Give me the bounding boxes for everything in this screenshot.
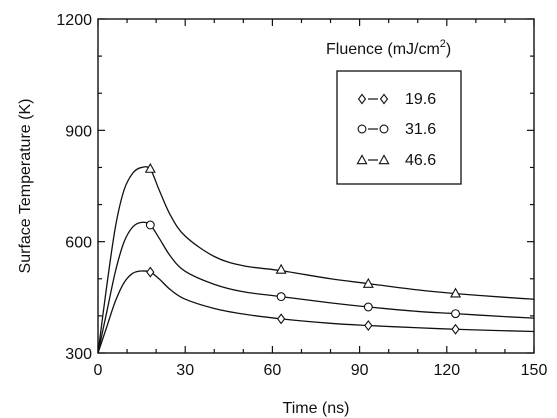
series-marker-circle xyxy=(145,220,155,230)
legend: 19.6 31.6 46.6 xyxy=(356,91,436,169)
series-marker-triangle xyxy=(275,263,287,274)
x-tick-label: 60 xyxy=(264,362,282,379)
legend-marker-diamond xyxy=(379,93,389,105)
legend-label: 46.6 xyxy=(405,152,436,169)
series-marker-triangle xyxy=(144,162,156,173)
series-marker-circle xyxy=(363,302,373,312)
x-axis-label: Time (ns) xyxy=(283,400,350,417)
x-tick-label: 0 xyxy=(94,362,103,379)
legend-marker-diamond xyxy=(357,93,367,105)
x-tick-label: 90 xyxy=(351,362,369,379)
series-marker-triangle xyxy=(449,287,462,298)
legend-title-superscript: 2 xyxy=(440,38,446,50)
legend-box xyxy=(336,70,462,185)
series-marker-diamond xyxy=(451,323,460,335)
legend-label: 31.6 xyxy=(405,121,436,138)
x-tick-label: 120 xyxy=(433,362,460,379)
y-axis-label: Surface Temperature (K) xyxy=(17,99,34,274)
legend-title-main: Fluence (mJ/cm xyxy=(326,41,440,58)
series-marker-triangle xyxy=(362,277,374,288)
legend-marker-triangle xyxy=(356,154,368,165)
x-tick-label: 150 xyxy=(521,362,548,379)
legend-marker-triangle xyxy=(378,154,390,165)
legend-title-close: ) xyxy=(446,41,451,58)
tick-marks: 0 30 60 90 120 150 300 600 900 1200 xyxy=(56,12,547,379)
series-curve-31.6 xyxy=(97,221,535,354)
y-tick-label: 1200 xyxy=(56,12,92,29)
series-marker-circle xyxy=(451,309,460,319)
plot-frame xyxy=(97,18,535,354)
series-marker-diamond xyxy=(276,313,286,325)
series-marker-diamond xyxy=(146,266,155,278)
legend-marker-circle xyxy=(357,124,367,134)
legend-label: 19.6 xyxy=(405,91,436,108)
legend-title: Fluence (mJ/cm2) xyxy=(326,38,451,58)
series-marker-diamond xyxy=(364,320,373,332)
axes xyxy=(97,18,535,354)
y-tick-label: 900 xyxy=(65,123,92,140)
x-tick-label: 30 xyxy=(176,362,194,379)
series-marker-circle xyxy=(276,292,286,302)
markers xyxy=(144,162,462,335)
series-curve-19.6 xyxy=(97,270,535,354)
curves xyxy=(97,166,535,354)
series-curve-46.6 xyxy=(97,166,535,354)
y-tick-label: 300 xyxy=(65,346,92,363)
y-tick-label: 600 xyxy=(65,235,92,252)
legend-marker-circle xyxy=(379,124,389,134)
